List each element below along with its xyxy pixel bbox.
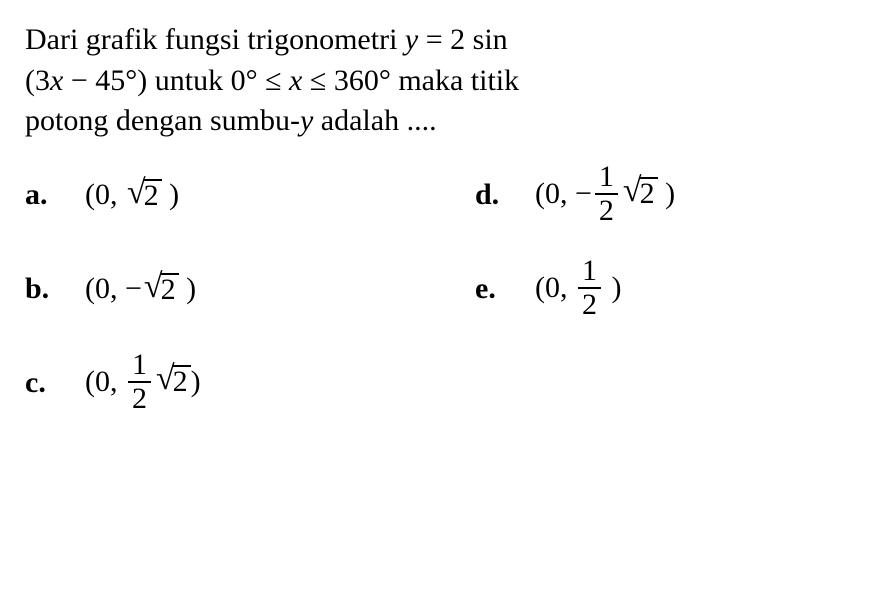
option-a-suffix: ) — [162, 178, 180, 211]
empty-cell — [475, 348, 865, 420]
radical-icon: √ — [144, 272, 163, 303]
q-line2-a: (3 — [25, 64, 50, 97]
q-line3-a: potong dengan sumbu- — [25, 104, 300, 137]
radical-icon: √ — [156, 364, 175, 395]
option-c-content: (0, 12√2) — [85, 352, 201, 416]
option-a-label: a. — [25, 175, 85, 216]
option-b-prefix: (0, — [85, 272, 125, 305]
option-e-den: 2 — [578, 287, 601, 320]
q-y-var2: y — [300, 104, 313, 137]
sqrt-icon: √2 — [623, 177, 658, 209]
option-c-den: 2 — [128, 381, 151, 414]
option-a: a. (0, √2 ) — [25, 160, 415, 232]
option-d-suffix: ) — [658, 176, 676, 209]
option-b-label: b. — [25, 269, 85, 310]
option-e-label: e. — [475, 269, 535, 310]
option-d-den: 2 — [595, 193, 618, 226]
fraction-icon: 12 — [595, 162, 618, 226]
option-d-neg: − — [575, 176, 592, 209]
option-e: e. (0, 12 ) — [475, 254, 865, 326]
options-grid: a. (0, √2 ) d. (0, −12√2 ) b. (0, −√2 ) … — [25, 160, 865, 420]
option-b: b. (0, −√2 ) — [25, 254, 415, 326]
radical-icon: √ — [127, 178, 146, 209]
option-b-content: (0, −√2 ) — [85, 269, 196, 310]
q-x-var2: x — [289, 64, 302, 97]
fraction-icon: 12 — [128, 350, 151, 414]
q-line1-a: Dari grafik fungsi trigonometri — [25, 23, 405, 56]
option-e-suffix: ) — [604, 270, 622, 303]
radical-icon: √ — [623, 176, 642, 207]
fraction-icon: 12 — [578, 256, 601, 320]
option-c: c. (0, 12√2) — [25, 348, 415, 420]
option-c-prefix: (0, — [85, 364, 125, 397]
sqrt-icon: √2 — [144, 273, 179, 305]
option-a-prefix: (0, — [85, 178, 125, 211]
option-d-prefix: (0, — [535, 176, 575, 209]
option-a-content: (0, √2 ) — [85, 175, 179, 216]
option-d: d. (0, −12√2 ) — [475, 160, 865, 232]
question-text: Dari grafik fungsi trigonometri y = 2 si… — [25, 20, 865, 142]
q-line2-b: − 45°) untuk 0° ≤ — [63, 64, 289, 97]
option-b-neg: − — [125, 272, 142, 305]
q-y-var: y — [405, 23, 418, 56]
q-line3-b: adalah .... — [313, 104, 436, 137]
option-c-suffix: ) — [191, 364, 201, 397]
q-x-var: x — [50, 64, 63, 97]
option-d-label: d. — [475, 175, 535, 216]
option-d-content: (0, −12√2 ) — [535, 164, 675, 228]
option-d-num: 1 — [595, 162, 618, 193]
option-b-suffix: ) — [179, 272, 197, 305]
option-e-prefix: (0, — [535, 270, 575, 303]
option-e-content: (0, 12 ) — [535, 258, 622, 322]
sqrt-icon: √2 — [156, 365, 191, 397]
option-c-num: 1 — [128, 350, 151, 381]
q-eq: = 2 sin — [418, 23, 507, 56]
sqrt-icon: √2 — [127, 179, 162, 211]
option-e-num: 1 — [578, 256, 601, 287]
q-line2-c: ≤ 360° maka titik — [302, 64, 519, 97]
option-c-label: c. — [25, 363, 85, 404]
